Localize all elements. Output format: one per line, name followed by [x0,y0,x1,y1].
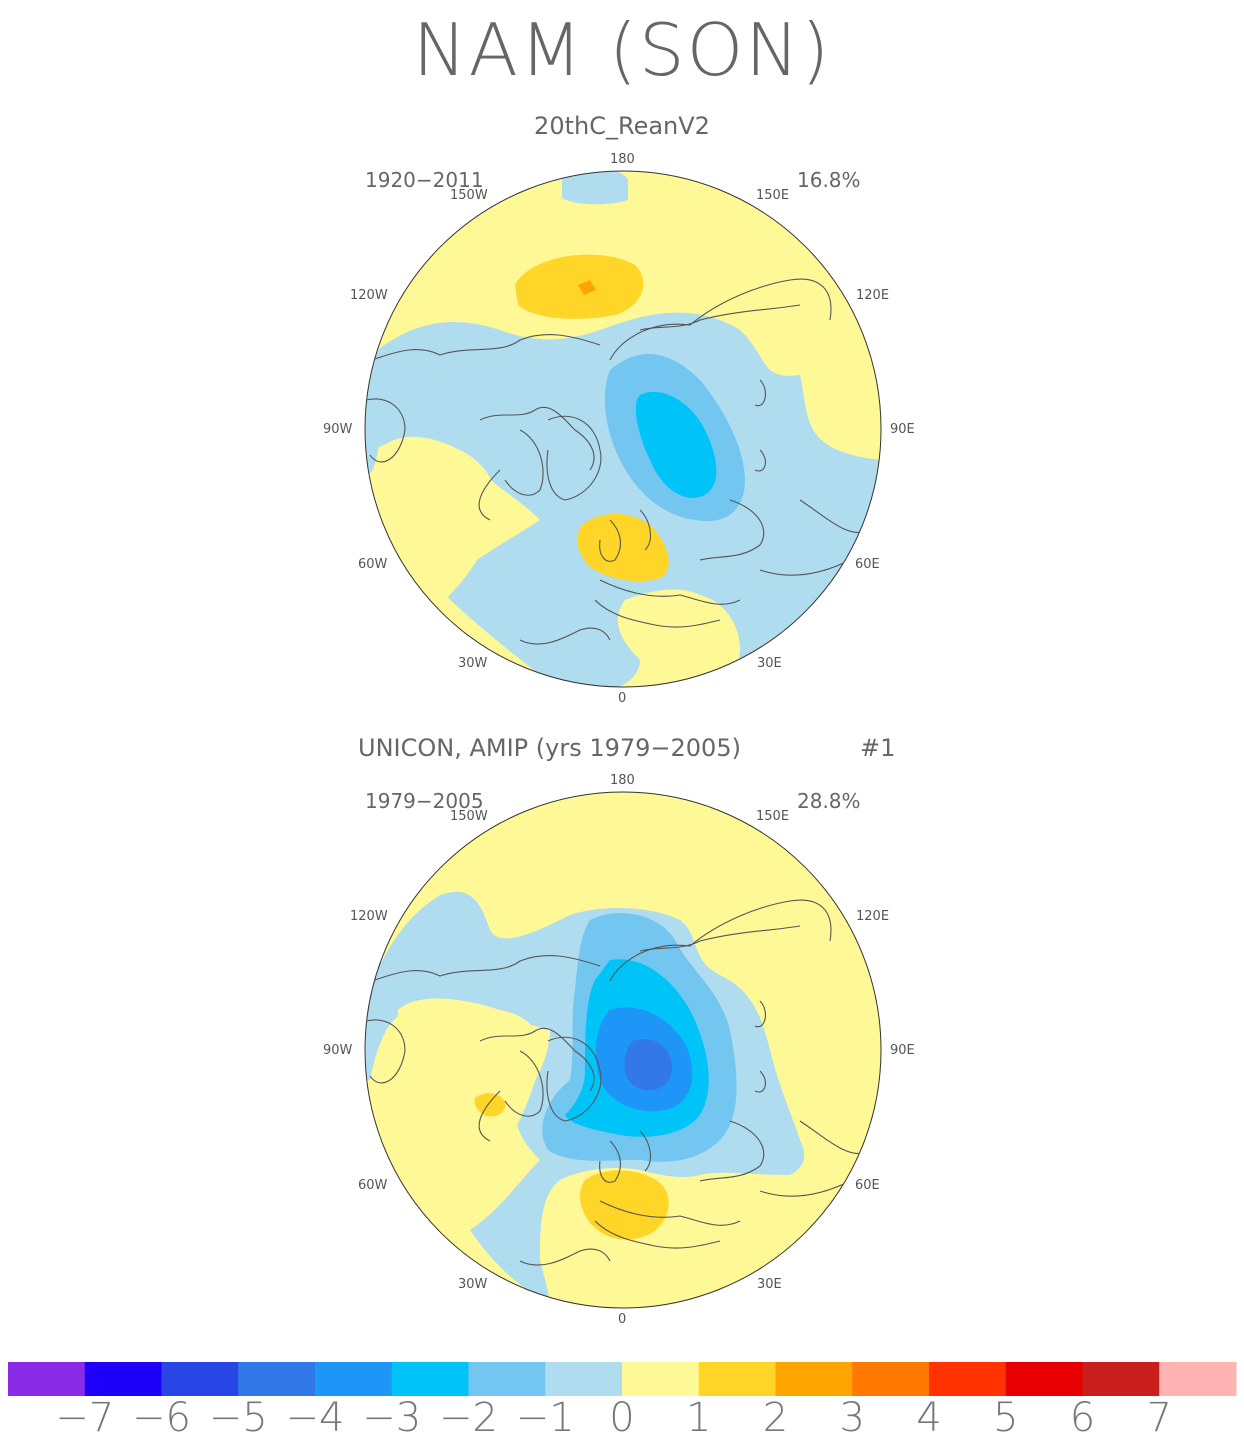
panel-1-title: 20thC_ReanV2 [534,112,710,140]
p2-lon-30w: 30W [458,1277,488,1292]
p1-negative-left [365,380,385,474]
colorbar-swatch [545,1362,623,1396]
p1-lon-60w: 60W [358,557,388,572]
panel-2-map [365,792,881,1308]
p1-lon-0: 0 [618,691,627,706]
colorbar-tick-label: −4 [285,1395,345,1441]
colorbar-tick-label: 5 [993,1395,1019,1441]
colorbar-swatch [468,1362,546,1396]
panel-2-variance: 28.8% [797,789,861,813]
colorbar-tick-label: −2 [439,1395,498,1441]
p2-lon-60w: 60W [358,1178,388,1193]
p1-lon-60e: 60E [855,557,880,572]
p1-lon-150w: 150W [450,188,488,203]
p2-lon-0: 0 [618,1312,627,1327]
p1-lon-120e: 120E [856,288,890,303]
colorbar-swatch [161,1362,239,1396]
p2-lon-90w: 90W [323,1043,353,1058]
p1-pos-north-core [578,280,596,295]
colorbar-swatch [929,1362,1007,1396]
colorbar-swatch [852,1362,930,1396]
p2-positive-west [397,998,541,1205]
p1-lon-150e: 150E [756,188,790,203]
p1-negative-top [562,171,628,205]
p2-lon-30e: 30E [757,1277,782,1292]
p2-lon-180: 180 [610,773,635,788]
p1-pos-atlantic [577,513,669,582]
colorbar [8,1362,1237,1396]
colorbar-swatch [622,1362,700,1396]
p1-coastlines [365,278,881,645]
colorbar-tick-label: 3 [839,1395,865,1441]
panel-2-title: UNICON, AMIP (yrs 1979−2005) [358,734,741,762]
p1-negative-region [365,312,881,687]
colorbar-tick-label: −6 [132,1395,191,1441]
p1-lon-30e: 30E [757,656,782,671]
p2-neg-5 [624,1038,673,1091]
p1-lon-90e: 90E [890,422,915,437]
colorbar-tick-label: −5 [208,1395,268,1441]
p1-map-border [364,170,882,688]
p1-lon-180: 180 [610,152,635,167]
panel-1-map [365,171,881,687]
colorbar-tick-label: 1 [686,1395,712,1441]
p2-lon-120w: 120W [350,909,388,924]
colorbar-tick-label: −7 [55,1395,115,1441]
colorbar-tick-label: 6 [1069,1395,1096,1441]
colorbar-swatch [1005,1362,1083,1396]
panel-2-number: #1 [860,734,896,762]
colorbar-swatch [1082,1362,1160,1396]
p1-lon-120w: 120W [350,288,388,303]
p1-lon-90w: 90W [323,422,353,437]
colorbar-tick-label: 0 [609,1395,635,1441]
colorbar-tick-label: −1 [515,1395,575,1441]
colorbar-tick-label: 4 [916,1395,942,1441]
colorbar-swatch [698,1362,776,1396]
panel-2-years: 1979−2005 [365,789,484,813]
p1-lon-30w: 30W [458,656,488,671]
figure-title: NAM (SON) [412,8,832,92]
p2-coastlines [365,899,881,1266]
p2-lon-90e: 90E [890,1043,915,1058]
colorbar-swatch [315,1362,393,1396]
colorbar-swatch [391,1362,469,1396]
p1-positive-west [378,436,497,600]
p2-map-border [364,791,882,1309]
p2-lon-60e: 60E [855,1178,880,1193]
colorbar-tick-label: 2 [762,1395,789,1441]
p2-pos-west-blob [474,1093,506,1117]
colorbar-swatch [775,1362,853,1396]
colorbar-swatch [84,1362,162,1396]
colorbar-tick-label: −3 [362,1395,422,1441]
panel-1-years: 1920−2011 [365,168,484,192]
colorbar-swatch [8,1362,86,1396]
colorbar-labels: −7 −6 −5 −4 −3 −2 −1 0 1 2 3 4 5 6 7 [0,1395,1244,1443]
p2-lon-150w: 150W [450,809,488,824]
p2-pos-atlantic [580,1170,669,1240]
p2-lon-120e: 120E [856,909,890,924]
p2-lon-150e: 150E [756,809,790,824]
panel-1-variance: 16.8% [797,168,861,192]
colorbar-swatch [1159,1362,1237,1396]
colorbar-tick-label: 7 [1146,1395,1172,1441]
p1-neg-3 [635,391,717,498]
colorbar-swatch [238,1362,316,1396]
